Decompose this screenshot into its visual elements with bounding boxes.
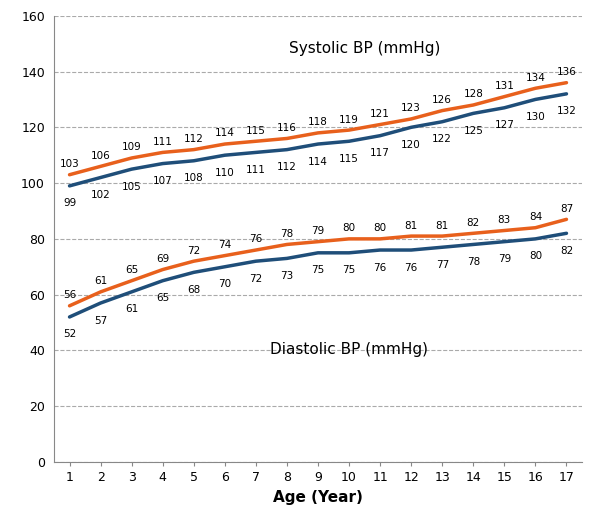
Text: 128: 128 [463,89,483,99]
Text: 77: 77 [436,260,449,270]
Text: 111: 111 [246,165,266,175]
Text: 111: 111 [153,137,173,147]
Text: 108: 108 [184,173,203,183]
Text: Systolic BP (mmHg): Systolic BP (mmHg) [289,41,440,56]
Text: 99: 99 [63,198,76,208]
Text: 65: 65 [156,293,169,303]
Text: 78: 78 [467,257,480,267]
Text: 52: 52 [63,330,76,340]
Text: 61: 61 [125,304,138,314]
Text: 106: 106 [91,151,110,161]
Text: 118: 118 [308,117,328,128]
Text: 79: 79 [311,226,325,236]
Text: 127: 127 [494,120,514,130]
Text: 116: 116 [277,123,297,133]
Text: 120: 120 [401,140,421,150]
Text: 84: 84 [529,212,542,222]
Text: 69: 69 [156,254,169,264]
Text: 61: 61 [94,276,107,286]
Text: 109: 109 [122,142,142,152]
Text: 105: 105 [122,182,142,192]
Text: 102: 102 [91,190,110,200]
Text: 83: 83 [498,215,511,225]
Text: 81: 81 [436,220,449,230]
Text: 136: 136 [557,67,577,77]
Text: 112: 112 [277,162,297,172]
Text: 78: 78 [280,229,293,239]
Text: 80: 80 [374,223,386,233]
Text: 87: 87 [560,204,573,214]
Text: 121: 121 [370,109,390,119]
Text: 119: 119 [339,114,359,124]
Text: 107: 107 [153,176,173,186]
Text: 75: 75 [343,265,356,275]
Text: 103: 103 [59,159,79,169]
Text: 112: 112 [184,134,204,144]
Text: 132: 132 [557,107,577,117]
Text: 114: 114 [308,156,328,166]
Text: 72: 72 [187,246,200,256]
Text: 117: 117 [370,148,390,158]
Text: 114: 114 [215,129,235,139]
Text: 134: 134 [526,72,545,83]
Text: Diastolic BP (mmHg): Diastolic BP (mmHg) [270,342,428,357]
Text: 131: 131 [494,81,514,91]
Text: 68: 68 [187,285,200,295]
Text: 125: 125 [463,126,483,136]
Text: 126: 126 [432,95,452,105]
Text: 81: 81 [404,220,418,230]
Text: 130: 130 [526,112,545,122]
Text: 76: 76 [249,235,263,245]
Text: 72: 72 [249,274,263,284]
Text: 115: 115 [339,154,359,164]
Text: 56: 56 [63,290,76,300]
Text: 82: 82 [467,218,480,228]
Text: 76: 76 [404,262,418,272]
Text: 123: 123 [401,103,421,113]
X-axis label: Age (Year): Age (Year) [273,490,363,505]
Text: 76: 76 [373,262,387,272]
Text: 73: 73 [280,271,293,281]
Text: 115: 115 [246,125,266,135]
Text: 122: 122 [432,134,452,144]
Text: 65: 65 [125,265,138,275]
Text: 74: 74 [218,240,232,250]
Text: 80: 80 [529,251,542,261]
Text: 70: 70 [218,279,232,289]
Text: 110: 110 [215,167,235,177]
Text: 57: 57 [94,316,107,326]
Text: 80: 80 [343,223,356,233]
Text: 82: 82 [560,246,573,256]
Text: 79: 79 [498,254,511,264]
Text: 75: 75 [311,265,325,275]
